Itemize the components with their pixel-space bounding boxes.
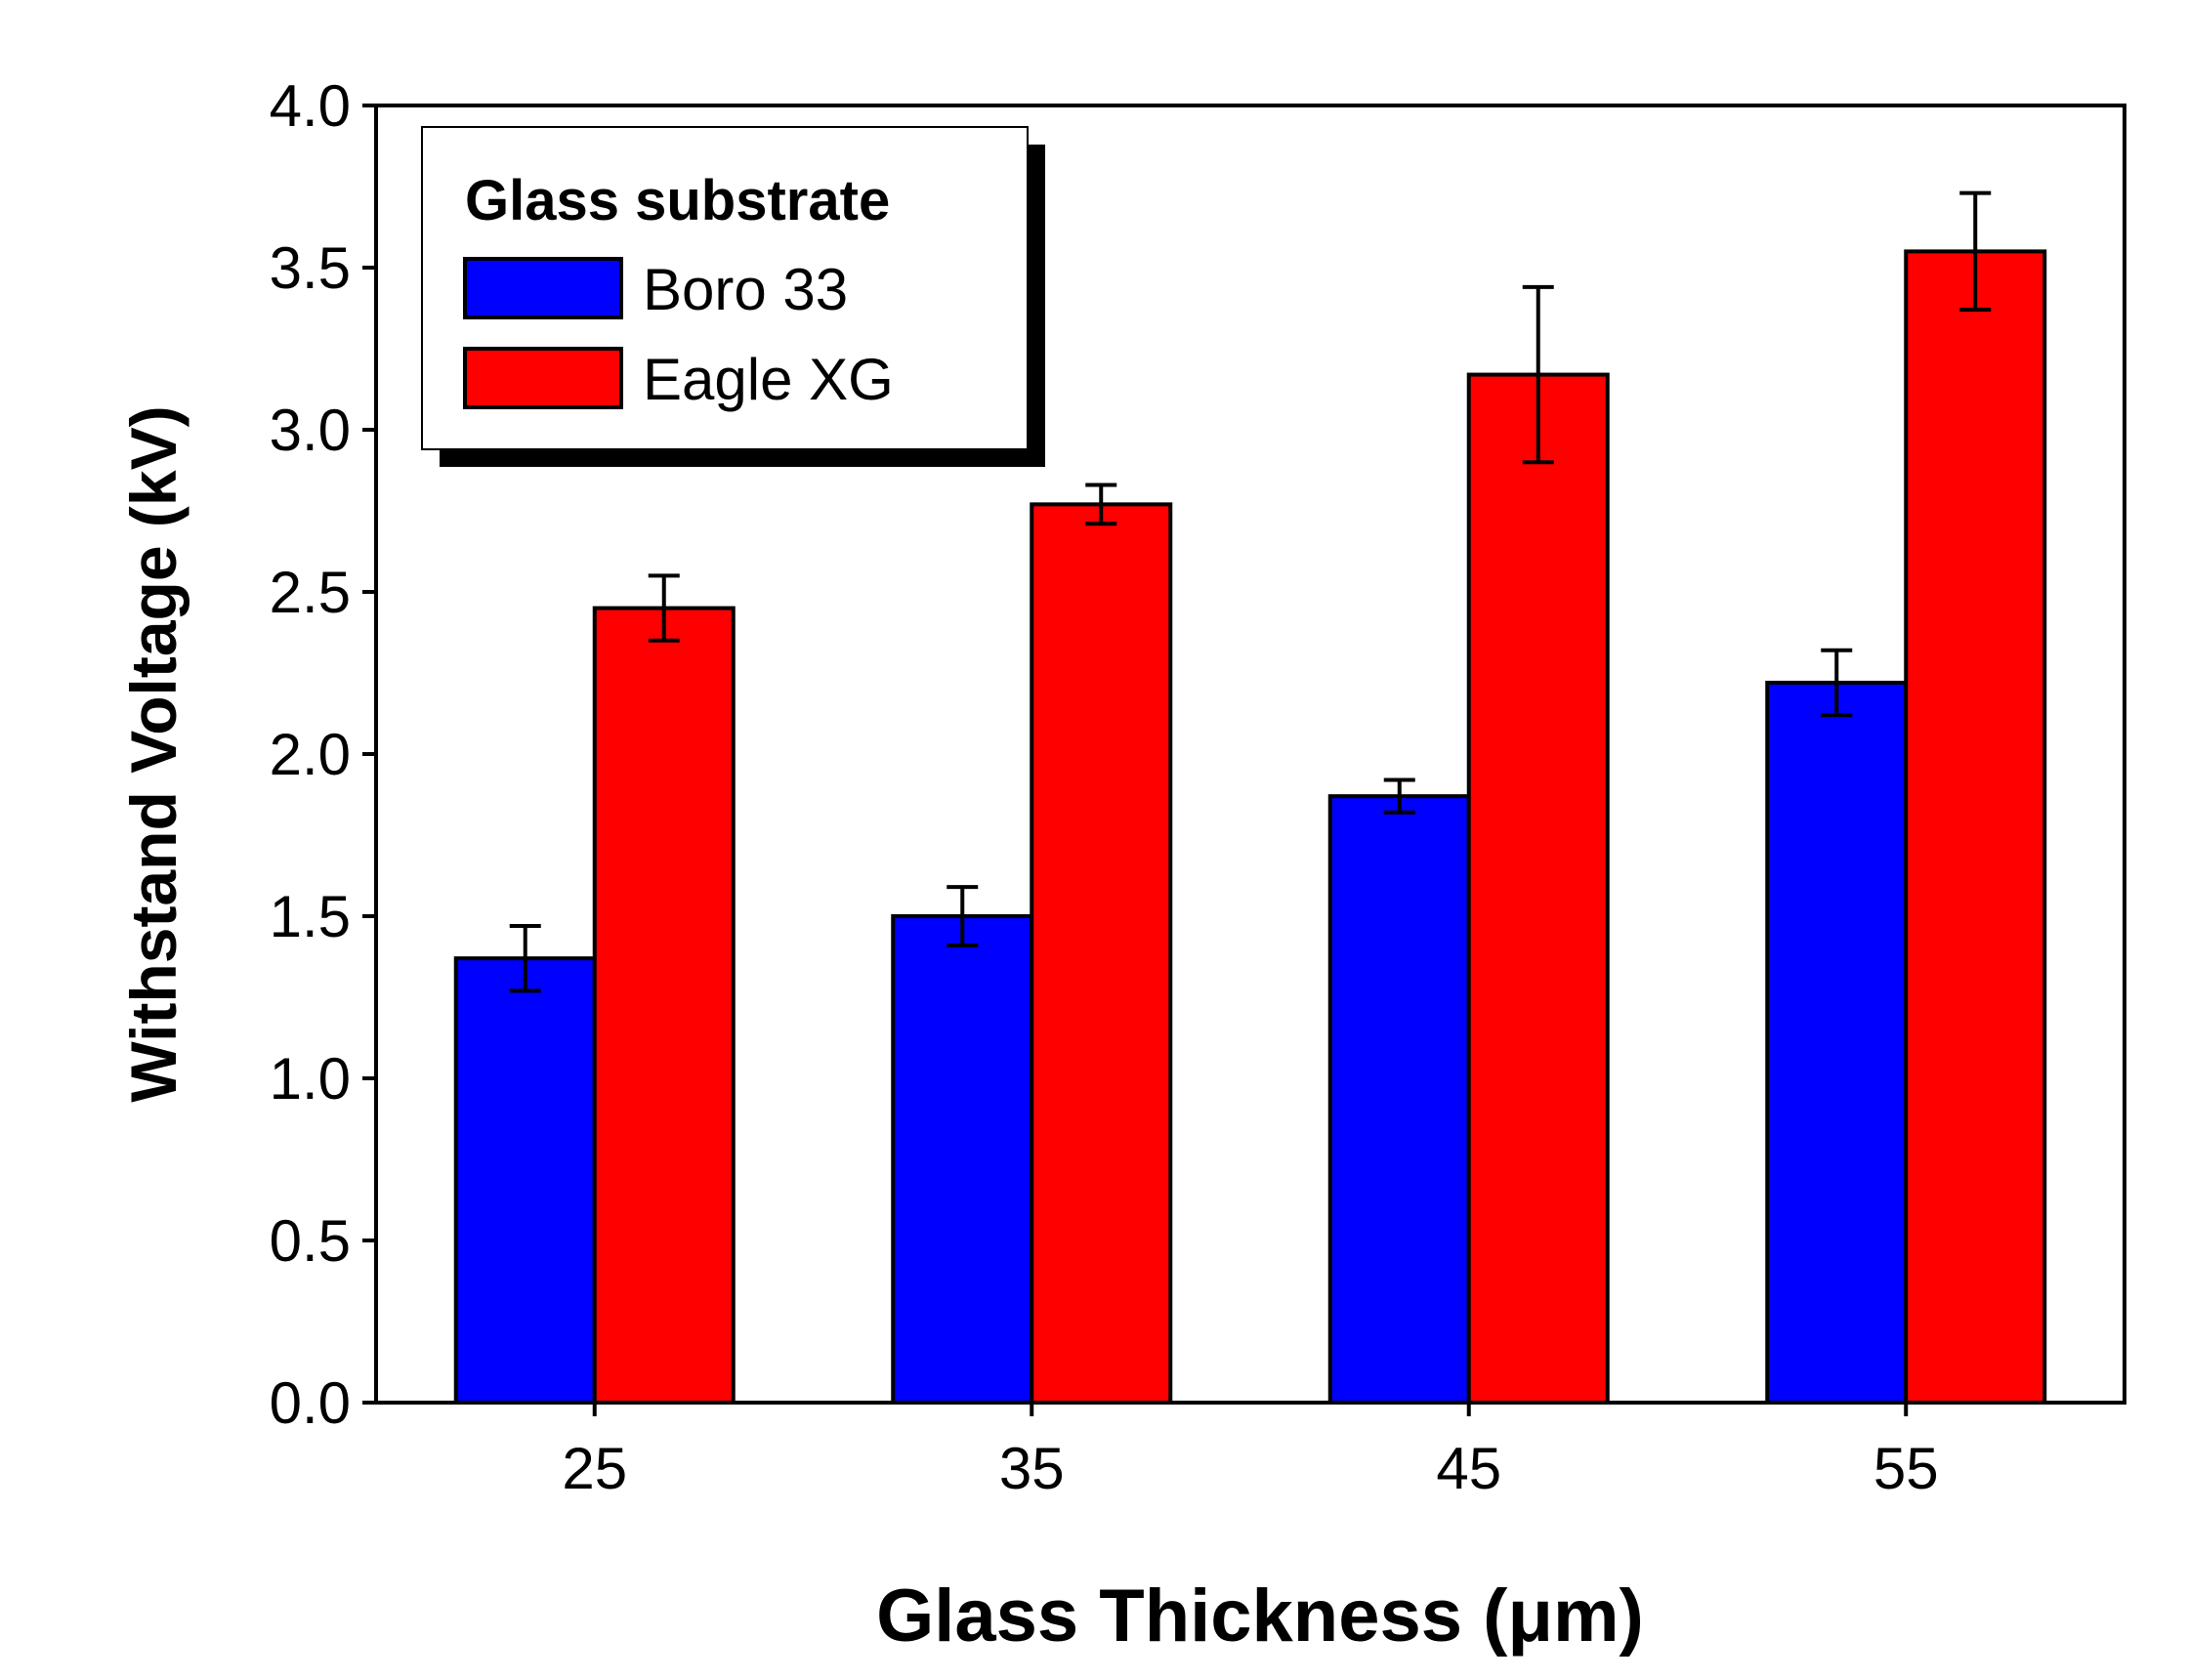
bar-boro-33-25 [453, 956, 597, 1405]
x-tick-label: 35 [999, 1436, 1065, 1501]
x-tick-label: 25 [562, 1436, 627, 1501]
x-ticks-layer: 25 35 45 55 [562, 1403, 1939, 1501]
y-tick-label: 2.5 [270, 560, 351, 625]
bar-boro-33-35 [891, 914, 1034, 1405]
y-tick-label: 1.5 [270, 884, 351, 949]
y-tick-label: 0.0 [270, 1370, 351, 1436]
error-bar-boro-33-55 [1821, 648, 1853, 718]
legend-swatch-boro-33 [463, 257, 623, 319]
legend-label-boro-33: Boro 33 [643, 257, 848, 322]
error-bar-boro-33-25 [509, 923, 541, 993]
y-tick-label: 3.5 [270, 235, 351, 301]
legend: Glass substrate Boro 33 Eagle XG [421, 126, 1045, 467]
y-tick-label: 2.0 [270, 722, 351, 787]
bar-eagle-xg-55 [1904, 249, 2047, 1405]
error-bar-boro-33-35 [947, 885, 979, 947]
bar-eagle-xg-45 [1466, 372, 1610, 1405]
y-tick-label: 4.0 [270, 73, 351, 139]
y-axis-title: Withstand Voltage (kV) [117, 405, 189, 1102]
error-bar-eagle-xg-55 [1959, 190, 1992, 313]
legend-label-eagle-xg: Eagle XG [643, 347, 894, 412]
legend-swatch-eagle-xg [463, 347, 623, 409]
x-axis-title: Glass Thickness (μm) [876, 1575, 1644, 1658]
y-tick-label: 3.0 [270, 398, 351, 463]
legend-title: Glass substrate [465, 169, 890, 232]
bar-boro-33-55 [1765, 680, 1909, 1405]
bar-eagle-xg-25 [592, 606, 736, 1405]
bars-layer [453, 249, 2047, 1405]
error-bar-boro-33-45 [1383, 777, 1415, 815]
bar-boro-33-45 [1327, 794, 1471, 1405]
error-bars-layer [509, 190, 1992, 993]
x-tick-label: 55 [1873, 1436, 1939, 1501]
y-ticks-layer: 0.0 0.5 1.0 1.5 2.0 2.5 3.0 3.5 4.0 [270, 73, 376, 1436]
error-bar-eagle-xg-25 [648, 573, 680, 643]
x-tick-label: 45 [1436, 1436, 1501, 1501]
y-tick-label: 0.5 [270, 1208, 351, 1274]
bar-eagle-xg-35 [1030, 502, 1173, 1405]
y-tick-label: 1.0 [270, 1046, 351, 1112]
error-bar-eagle-xg-45 [1522, 284, 1554, 465]
error-bar-eagle-xg-35 [1085, 483, 1117, 526]
